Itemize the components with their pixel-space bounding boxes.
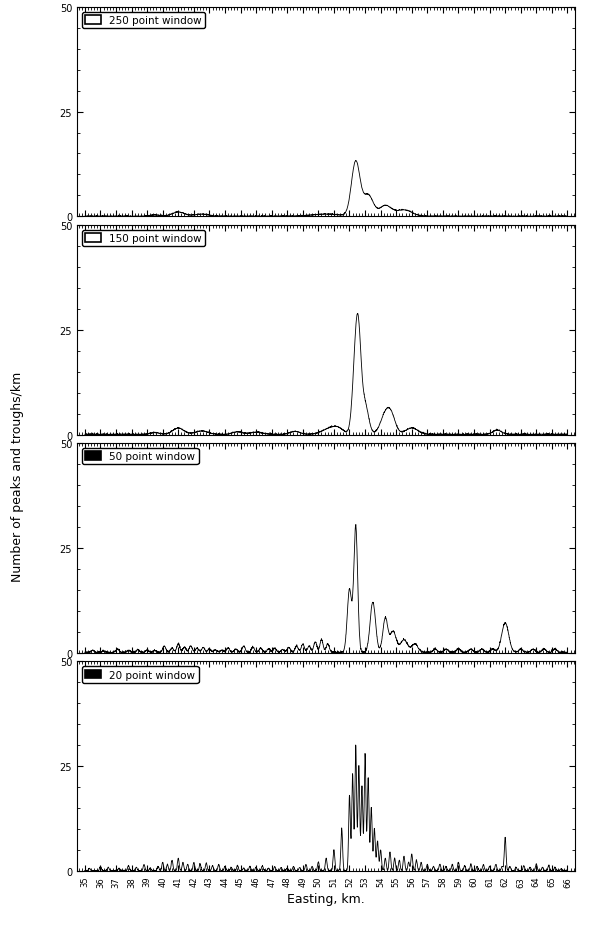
Legend: 250 point window: 250 point window: [82, 12, 205, 30]
Text: Number of peaks and troughs/km: Number of peaks and troughs/km: [11, 371, 24, 581]
Legend: 150 point window: 150 point window: [82, 230, 205, 247]
Legend: 50 point window: 50 point window: [82, 448, 199, 465]
X-axis label: Easting, km.: Easting, km.: [287, 892, 365, 905]
Legend: 20 point window: 20 point window: [82, 666, 199, 683]
